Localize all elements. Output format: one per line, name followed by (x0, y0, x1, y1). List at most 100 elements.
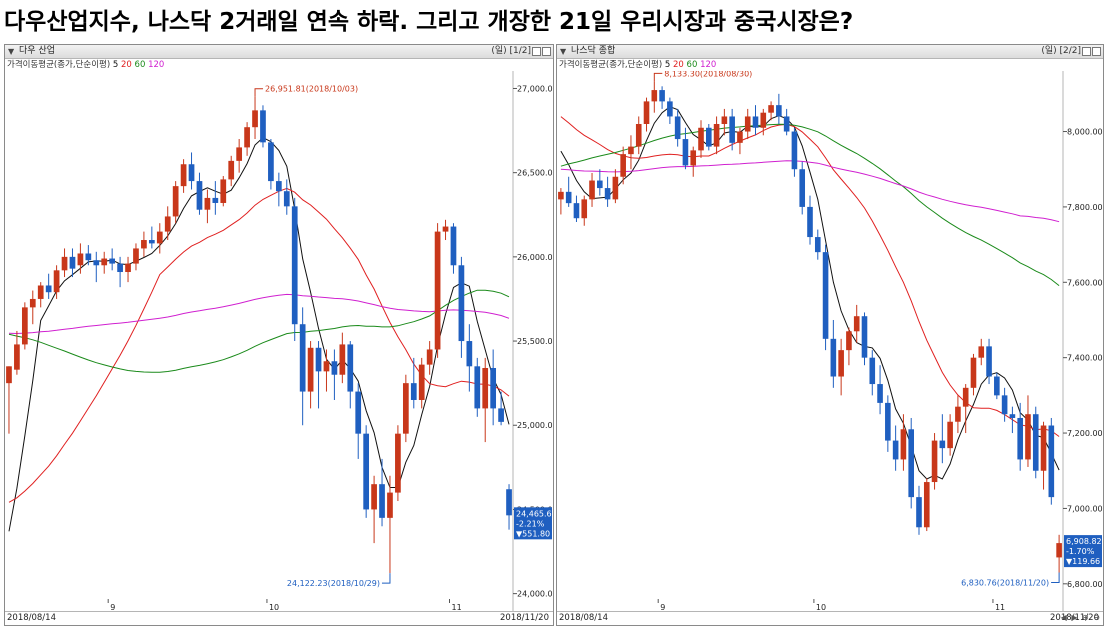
candle[interactable] (260, 105, 266, 148)
candle[interactable] (744, 108, 751, 140)
candle[interactable] (410, 357, 417, 409)
candle[interactable] (363, 425, 370, 518)
candle[interactable] (474, 357, 481, 417)
candle[interactable] (783, 108, 790, 136)
close-icon[interactable] (1092, 47, 1101, 56)
candle[interactable] (6, 366, 12, 434)
restore-icon[interactable] (1082, 47, 1091, 56)
candle[interactable] (117, 256, 123, 288)
candle[interactable] (635, 116, 642, 155)
candle[interactable] (807, 195, 813, 245)
candle[interactable] (434, 223, 441, 358)
candle[interactable] (682, 127, 689, 170)
candle[interactable] (331, 349, 338, 400)
candle[interactable] (379, 458, 385, 527)
candle[interactable] (877, 365, 883, 415)
candle[interactable] (148, 226, 155, 249)
candle[interactable] (1001, 387, 1008, 422)
chart-panel-dow[interactable]: ▼ 다우 산업 (일) [1/2] 가격이동평균(종가,단순이평) 5 20 6… (4, 44, 554, 626)
candle[interactable] (1025, 395, 1031, 467)
candle[interactable] (482, 357, 489, 443)
candle[interactable] (85, 245, 92, 266)
candle[interactable] (573, 195, 580, 222)
candle[interactable] (1056, 534, 1062, 573)
candle[interactable] (923, 478, 930, 532)
candle[interactable] (1032, 406, 1039, 479)
candle[interactable] (315, 341, 322, 409)
candle[interactable] (581, 195, 588, 226)
candle[interactable] (978, 338, 985, 366)
candle[interactable] (853, 304, 860, 343)
candle[interactable] (674, 108, 681, 147)
candle[interactable] (109, 248, 116, 271)
collapse-triangle-icon[interactable]: ▼ (560, 47, 567, 56)
collapse-triangle-icon[interactable]: ▼ (8, 47, 15, 56)
candle[interactable] (892, 425, 899, 471)
candle[interactable] (698, 120, 704, 158)
candle[interactable] (323, 349, 330, 392)
candle[interactable] (799, 161, 806, 215)
candle[interactable] (371, 475, 377, 544)
candle[interactable] (690, 146, 697, 177)
candle[interactable] (196, 172, 203, 215)
candle[interactable] (101, 251, 108, 274)
candle[interactable] (604, 176, 611, 207)
candle[interactable] (612, 169, 619, 204)
candle[interactable] (830, 319, 837, 388)
candle[interactable] (729, 108, 735, 151)
candle[interactable] (418, 357, 425, 409)
candle[interactable] (204, 189, 211, 224)
candle[interactable] (838, 338, 844, 396)
candle[interactable] (659, 86, 665, 109)
candle[interactable] (347, 341, 354, 409)
chart-panel-nasdaq[interactable]: ▼ 나스닥 종합 (일) [2/2] 가격이동평균(종가,단순이평) 5 20 … (556, 44, 1104, 626)
candle[interactable] (355, 383, 362, 459)
restore-icon[interactable] (532, 47, 541, 56)
candle[interactable] (172, 181, 179, 224)
candle[interactable] (1048, 417, 1055, 505)
candle[interactable] (141, 231, 147, 257)
candle[interactable] (61, 248, 68, 278)
candle[interactable] (947, 414, 953, 456)
candle[interactable] (21, 302, 28, 350)
candle[interactable] (77, 243, 84, 274)
candle[interactable] (861, 312, 868, 366)
candle[interactable] (442, 219, 449, 241)
candle[interactable] (220, 176, 227, 207)
candle[interactable] (275, 172, 282, 207)
candle[interactable] (498, 391, 504, 426)
candle[interactable] (721, 108, 728, 136)
candle[interactable] (776, 93, 782, 124)
candle[interactable] (37, 282, 44, 308)
candle[interactable] (228, 155, 235, 187)
candle[interactable] (705, 123, 712, 151)
candle[interactable] (752, 105, 759, 136)
candle[interactable] (307, 341, 314, 409)
candle[interactable] (506, 484, 512, 530)
candle[interactable] (589, 172, 595, 207)
candle[interactable] (760, 108, 767, 136)
window-buttons[interactable] (1081, 47, 1101, 60)
candle[interactable] (814, 229, 821, 260)
candle[interactable] (939, 414, 946, 464)
zoom-tool-icons[interactable]: ◀ ▶ ⊕ ⊖ (1060, 613, 1101, 622)
candle[interactable] (252, 96, 258, 139)
candle[interactable] (244, 122, 250, 156)
candle[interactable] (869, 350, 876, 396)
candle[interactable] (29, 290, 36, 325)
candle[interactable] (268, 138, 274, 190)
candle[interactable] (133, 243, 139, 271)
candle[interactable] (768, 101, 774, 121)
candle[interactable] (713, 116, 720, 155)
candle[interactable] (667, 97, 673, 124)
candlestick-chart-dow[interactable]: 24,000.0024,500.0025,000.0025,500.0026,0… (5, 71, 553, 613)
candle[interactable] (885, 395, 891, 452)
candle[interactable] (962, 384, 969, 434)
candle[interactable] (916, 485, 922, 535)
candle[interactable] (931, 433, 938, 490)
candle[interactable] (620, 146, 626, 185)
candle[interactable] (283, 179, 290, 215)
candle[interactable] (1017, 402, 1023, 471)
candle[interactable] (212, 181, 219, 215)
candle[interactable] (643, 97, 650, 132)
